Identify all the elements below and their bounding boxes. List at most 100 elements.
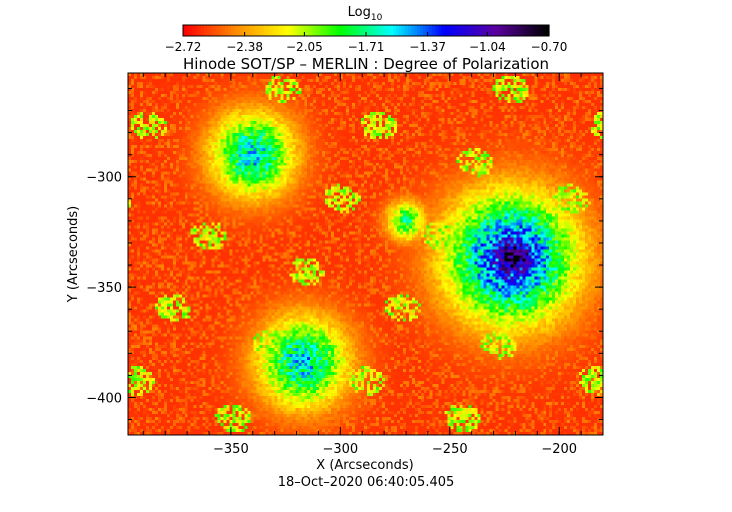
colorbar-segment <box>315 25 319 36</box>
colorbar-segment <box>216 25 220 36</box>
colorbar-tick-label: −0.70 <box>531 40 568 54</box>
colorbar-segment <box>459 25 463 36</box>
colorbar-segment <box>309 25 313 36</box>
colorbar-segment <box>411 25 415 36</box>
colorbar-segment <box>366 25 370 36</box>
colorbar-segment <box>471 25 475 36</box>
colorbar-segment <box>246 25 250 36</box>
plot-frame <box>127 72 604 436</box>
colorbar-segment <box>312 25 316 36</box>
colorbar-segment <box>294 25 298 36</box>
colorbar-segment <box>234 25 238 36</box>
colorbar-segment <box>537 25 541 36</box>
timestamp: 18–Oct–2020 06:40:05.405 <box>278 475 455 490</box>
colorbar-segment <box>282 25 286 36</box>
colorbar-segment <box>336 25 340 36</box>
colorbar-segment <box>360 25 364 36</box>
colorbar-segment <box>288 25 292 36</box>
colorbar-segment <box>543 25 547 36</box>
colorbar-segment <box>222 25 226 36</box>
colorbar-segment <box>240 25 244 36</box>
colorbar-segment <box>204 25 208 36</box>
colorbar-segment <box>438 25 442 36</box>
colorbar-segment <box>399 25 403 36</box>
colorbar-segment <box>474 25 478 36</box>
colorbar-segment <box>528 25 532 36</box>
colorbar-segment <box>504 25 508 36</box>
colorbar-segment <box>306 25 310 36</box>
x-tick-label: −350 <box>213 442 249 457</box>
colorbar-segment <box>387 25 391 36</box>
y-axis: −300 −350 −400 <box>86 87 603 421</box>
colorbar-segment <box>333 25 337 36</box>
colorbar-segment <box>510 25 514 36</box>
x-tick-label: −300 <box>322 442 358 457</box>
colorbar-title: Log10 <box>348 5 383 23</box>
colorbar-segment <box>441 25 445 36</box>
colorbar-tick-label: −1.71 <box>348 40 385 54</box>
colorbar-segment <box>468 25 472 36</box>
colorbar-segment <box>357 25 361 36</box>
colorbar-segment <box>318 25 322 36</box>
x-tick-label: −250 <box>432 442 468 457</box>
x-tick-label: −200 <box>541 442 577 457</box>
colorbar-segment <box>249 25 253 36</box>
colorbar-segment <box>267 25 271 36</box>
colorbar-segment <box>189 25 193 36</box>
colorbar-segment <box>507 25 511 36</box>
colorbar-ticks: −2.72 −2.38 −2.05 −1.71 −1.37 −1.04 −0.70 <box>165 32 568 54</box>
y-axis-label: Y (Arcseconds) <box>66 206 81 303</box>
colorbar-segment <box>378 25 382 36</box>
colorbar-segment <box>207 25 211 36</box>
colorbar-segment <box>465 25 469 36</box>
colorbar-segment <box>513 25 517 36</box>
colorbar-segment <box>381 25 385 36</box>
chart-title: Hinode SOT/SP – MERLIN : Degree of Polar… <box>183 55 549 73</box>
colorbar-segment <box>477 25 481 36</box>
colorbar-segment <box>405 25 409 36</box>
colorbar-segment <box>192 25 196 36</box>
colorbar-segment <box>279 25 283 36</box>
colorbar-tick-label: −1.04 <box>469 40 506 54</box>
colorbar-segment <box>324 25 328 36</box>
polarization-heatmap <box>128 73 603 435</box>
colorbar-segment <box>198 25 202 36</box>
colorbar-segment <box>483 25 487 36</box>
colorbar-strip <box>183 25 550 36</box>
colorbar-segment <box>372 25 376 36</box>
y-tick-label: −400 <box>86 391 122 406</box>
colorbar-segment <box>261 25 265 36</box>
colorbar-segment <box>255 25 259 36</box>
colorbar-segment <box>489 25 493 36</box>
colorbar-segment <box>396 25 400 36</box>
colorbar-segment <box>417 25 421 36</box>
colorbar-title-subscript: 10 <box>371 13 383 23</box>
colorbar-segment <box>531 25 535 36</box>
colorbar-segment <box>258 25 262 36</box>
colorbar-segment <box>426 25 430 36</box>
colorbar-segment <box>303 25 307 36</box>
colorbar-segment <box>525 25 529 36</box>
colorbar-segment <box>444 25 448 36</box>
colorbar-segment <box>540 25 544 36</box>
colorbar-segment <box>408 25 412 36</box>
colorbar-segment <box>429 25 433 36</box>
colorbar-segment <box>423 25 427 36</box>
colorbar-segment <box>213 25 217 36</box>
colorbar-segment <box>486 25 490 36</box>
x-axis: −350 −300 −250 −200 <box>142 73 604 457</box>
colorbar-segment <box>243 25 247 36</box>
colorbar-segment <box>495 25 499 36</box>
colorbar-segment <box>501 25 505 36</box>
colorbar-segment <box>270 25 274 36</box>
colorbar-segment <box>534 25 538 36</box>
colorbar-segment <box>183 25 187 36</box>
colorbar-segment <box>342 25 346 36</box>
colorbar-tick-label: −2.05 <box>286 40 323 54</box>
colorbar-segment <box>330 25 334 36</box>
colorbar-segment <box>276 25 280 36</box>
colorbar-segment <box>447 25 451 36</box>
colorbar-segment <box>516 25 520 36</box>
